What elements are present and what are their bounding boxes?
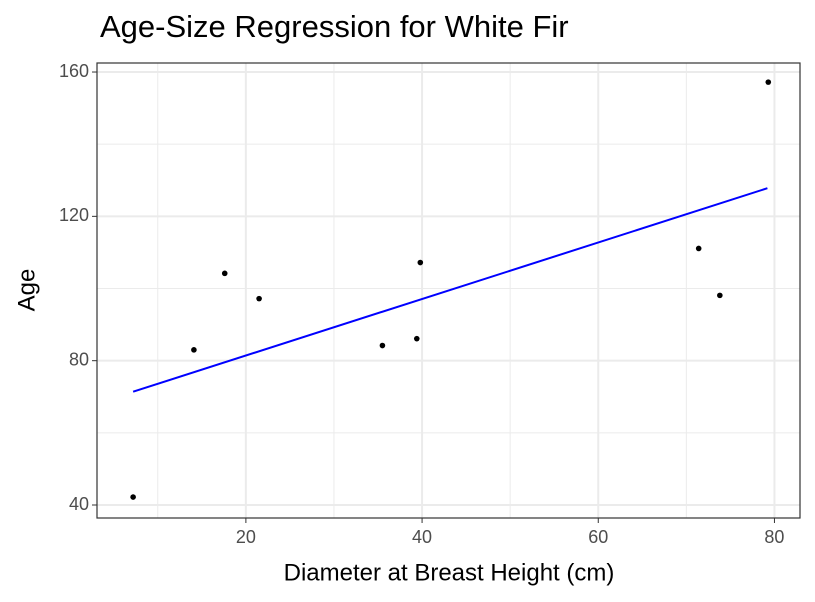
x-axis-title: Diameter at Breast Height (cm) — [284, 559, 615, 586]
y-axis-title: Age — [13, 269, 40, 312]
y-tick-label: 80 — [69, 349, 89, 369]
data-point — [191, 347, 197, 353]
x-tick-label: 60 — [588, 527, 608, 547]
panel-border — [96, 62, 801, 519]
data-point — [256, 295, 262, 302]
y-tick-label: 40 — [69, 494, 89, 514]
data-point — [130, 494, 136, 500]
data-point — [765, 79, 772, 85]
data-point — [717, 292, 723, 299]
chart-title: Age-Size Regression for White Fir — [100, 9, 569, 44]
y-tick-label: 120 — [59, 205, 89, 225]
x-tick-label: 40 — [412, 527, 432, 547]
data-point — [413, 335, 420, 342]
data-point — [221, 270, 228, 277]
regression-line — [132, 187, 768, 393]
x-tick-label: 20 — [236, 527, 256, 547]
data-point — [417, 259, 424, 266]
x-tick-label: 80 — [764, 527, 784, 547]
y-tick-label: 160 — [59, 61, 89, 81]
data-point — [379, 342, 386, 349]
data-point — [695, 245, 702, 252]
